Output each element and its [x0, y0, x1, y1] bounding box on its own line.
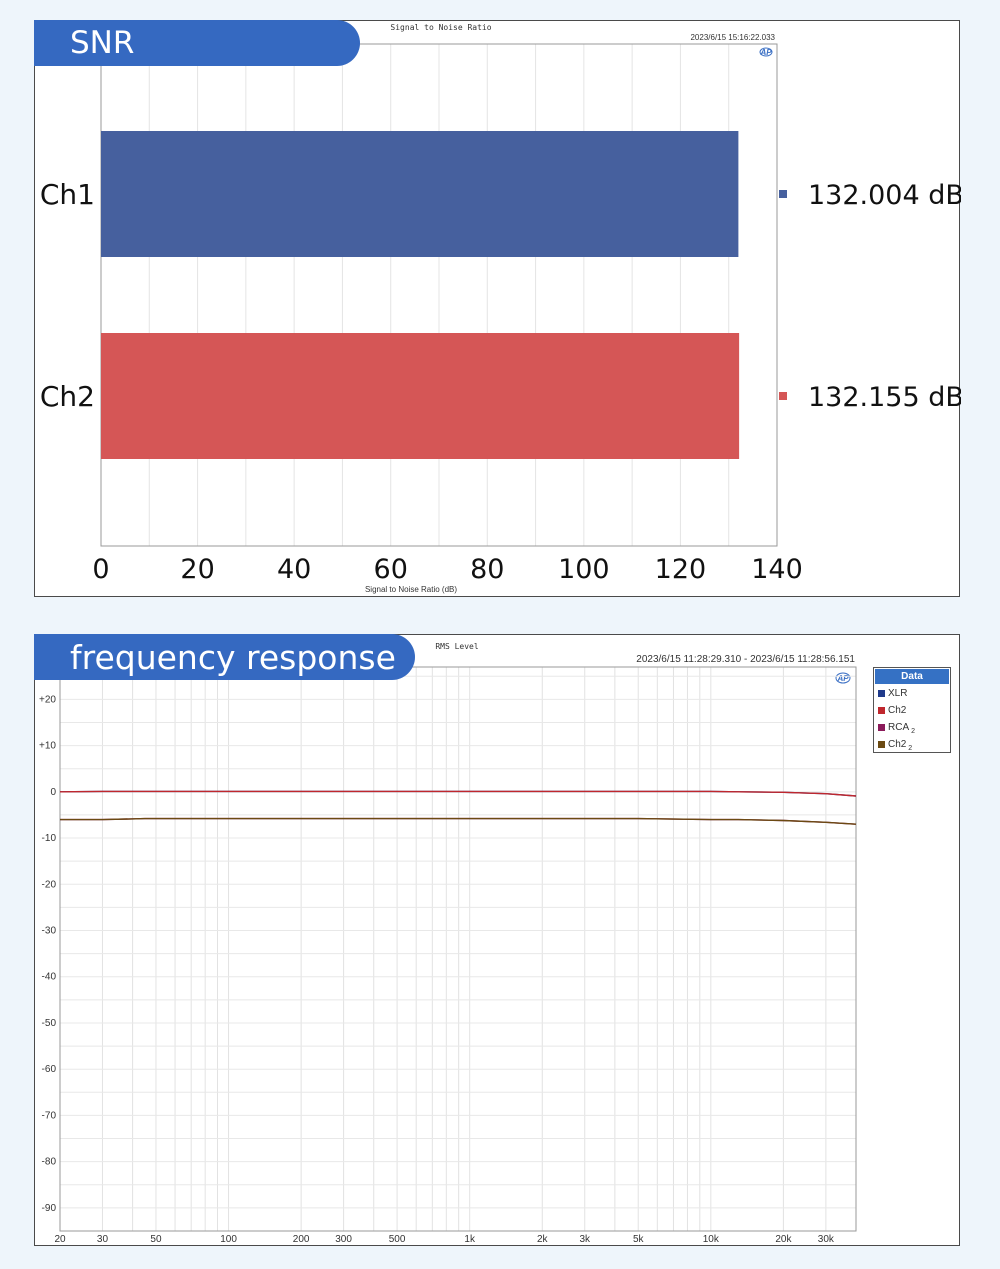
- x-tick-label: 80: [470, 554, 504, 585]
- chart-title: RMS Level: [435, 642, 479, 651]
- y-tick-label: -80: [42, 1157, 57, 1168]
- x-tick-label: 3k: [579, 1234, 591, 1245]
- legend-item: Ch2: [874, 702, 950, 719]
- y-tick-label: +10: [39, 741, 56, 752]
- x-tick-label: 20: [180, 554, 214, 585]
- legend-subscript: 2: [906, 745, 913, 752]
- x-tick-label: 200: [293, 1234, 310, 1245]
- value-marker: [779, 392, 787, 400]
- series-line-1: [59, 790, 857, 797]
- x-tick-label: 100: [558, 554, 610, 585]
- legend-item: XLR: [874, 685, 950, 702]
- y-tick-label: -40: [42, 972, 57, 983]
- snr-banner: SNR: [34, 20, 360, 66]
- legend-label: Ch2: [888, 705, 907, 716]
- category-label: Ch2: [40, 380, 95, 413]
- frequency-response-panel: frequency response RMS Level 2023/6/15 11…: [34, 634, 960, 1246]
- timestamp: 2023/6/15 11:28:29.310 - 2023/6/15 11:28…: [636, 654, 855, 665]
- y-tick-label: 0: [50, 787, 56, 798]
- legend-label: XLR: [888, 688, 908, 699]
- ap-logo-ring: [759, 47, 773, 57]
- legend-swatch: [878, 741, 885, 748]
- legend-item: Ch2 2: [874, 736, 950, 753]
- bar-ch2: [101, 333, 740, 459]
- x-tick-label: 20: [54, 1234, 66, 1245]
- legend-label: RCA: [888, 722, 910, 733]
- x-tick-label: 2k: [537, 1234, 549, 1245]
- x-tick-label: 0: [92, 554, 109, 585]
- x-tick-label: 30: [97, 1234, 109, 1245]
- category-label: Ch1: [40, 178, 95, 211]
- ap-logo: AP: [836, 674, 849, 683]
- y-tick-label: -90: [42, 1203, 57, 1214]
- x-tick-label: 30k: [818, 1234, 835, 1245]
- frequency-response-chart: RMS Level 2023/6/15 11:28:29.310 - 2023/6…: [39, 642, 857, 1245]
- x-tick-label: 140: [751, 554, 803, 585]
- x-tick-label: 300: [335, 1234, 352, 1245]
- chart-title: Signal to Noise Ratio: [390, 23, 491, 32]
- frequency-response-banner: frequency response: [34, 634, 415, 680]
- x-tick-label: 5k: [633, 1234, 645, 1245]
- series-line-3: [60, 817, 857, 825]
- x-tick-label: 40: [277, 554, 311, 585]
- x-tick-label: 1k: [464, 1234, 476, 1245]
- snr-chart: Signal to Noise Ratio 2023/6/15 15:16:22.…: [40, 23, 961, 594]
- value-marker: [779, 190, 787, 198]
- plot-frame: [59, 666, 857, 1232]
- legend-swatch: [878, 707, 885, 714]
- plot-frame: [100, 43, 778, 547]
- x-tick-label: 500: [389, 1234, 406, 1245]
- x-tick-label: 20k: [775, 1234, 792, 1245]
- value-label: 132.004 dB: [808, 180, 961, 211]
- legend: Data XLR Ch2 RCA 2 Ch2 2: [873, 667, 951, 753]
- y-tick-label: -10: [42, 833, 57, 844]
- y-tick-label: +20: [39, 694, 56, 705]
- ap-logo-ring: [835, 672, 851, 684]
- snr-panel: SNR Signal to Noise Ratio 2023/6/15 15:16…: [34, 20, 961, 597]
- legend-subscript: 2: [909, 728, 915, 735]
- x-tick-label: 50: [150, 1234, 162, 1245]
- bar-ch1: [101, 131, 739, 257]
- legend-swatch: [878, 724, 885, 731]
- x-axis-label: Signal to Noise Ratio (dB): [365, 585, 457, 594]
- x-tick-label: 120: [655, 554, 707, 585]
- y-tick-label: -50: [42, 1018, 57, 1029]
- value-label: 132.155 dB: [808, 382, 961, 413]
- x-tick-label: 60: [374, 554, 408, 585]
- x-tick-label: 100: [220, 1234, 237, 1245]
- y-tick-label: -30: [42, 926, 57, 937]
- legend-title: Data: [875, 669, 949, 684]
- y-tick-label: -60: [42, 1064, 57, 1075]
- legend-item: RCA 2: [874, 719, 950, 736]
- timestamp: 2023/6/15 15:16:22.033: [690, 33, 775, 42]
- x-tick-label: 10k: [703, 1234, 720, 1245]
- y-tick-label: -20: [42, 879, 57, 890]
- legend-swatch: [878, 690, 885, 697]
- y-tick-label: -70: [42, 1110, 57, 1121]
- legend-label: Ch2: [888, 739, 907, 750]
- ap-logo: AP: [759, 48, 772, 57]
